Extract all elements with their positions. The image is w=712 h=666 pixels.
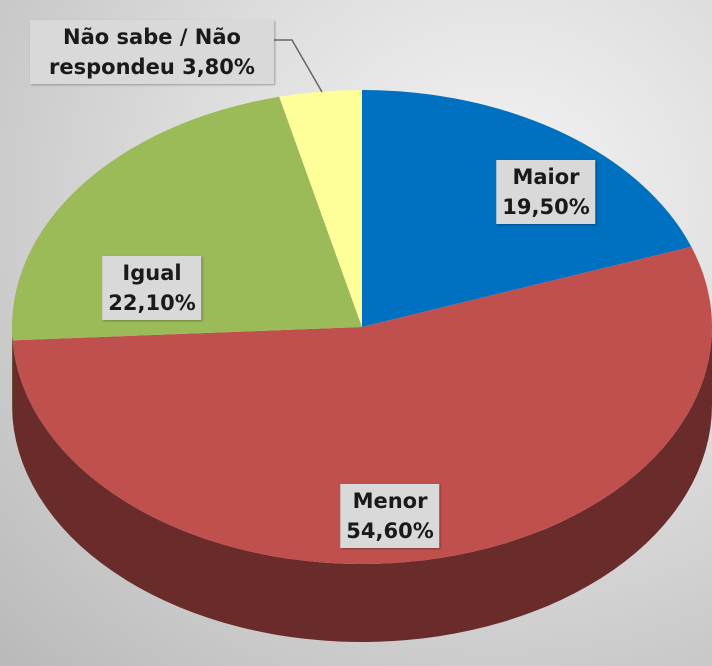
label-category: Menor [352,489,428,513]
label-value: 3,80% [182,55,255,79]
data-label: Igual 22,10% [102,256,202,320]
slice-top [12,246,712,564]
label-category: Igual [122,261,182,285]
data-label: Não sabe / Não respondeu 3,80% [30,20,274,84]
data-label: Maior 19,50% [496,160,596,224]
label-category: Maior [512,165,580,189]
label-value: 22,10% [108,291,196,315]
slice [11,96,362,419]
slice-side [12,327,13,419]
slice-top [11,96,362,341]
leader-line [272,39,323,93]
data-label: Menor 54,60% [340,484,440,548]
label-value: 54,60% [346,519,434,543]
label-category: Não sabe / Não respondeu [49,25,241,79]
slice [12,246,712,642]
slice [279,90,362,327]
slice-side [12,327,712,642]
slice-top [279,90,362,327]
label-value: 19,50% [502,195,590,219]
